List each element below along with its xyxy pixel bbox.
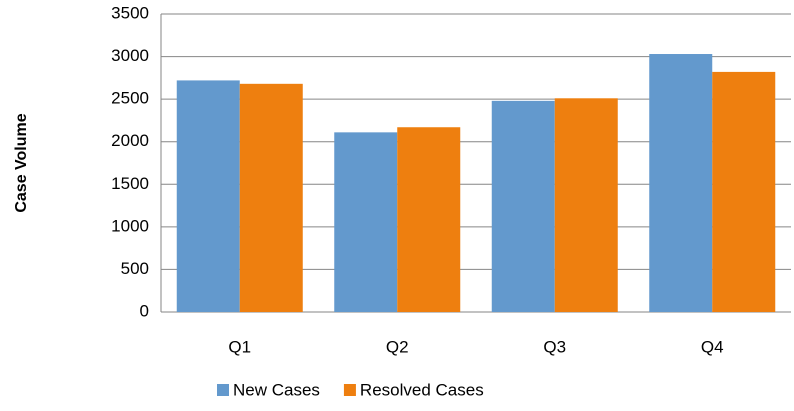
legend-label: New Cases <box>233 380 320 399</box>
y-axis-label: Case Volume <box>13 113 30 212</box>
bar <box>649 54 713 312</box>
x-tick-label: Q2 <box>386 337 409 356</box>
legend-label: Resolved Cases <box>360 380 484 399</box>
bar <box>491 100 555 313</box>
bar <box>176 80 240 312</box>
y-tick-label: 1500 <box>111 174 149 193</box>
y-tick-label: 3500 <box>111 3 149 22</box>
y-tick-label: 2000 <box>111 131 149 150</box>
bar <box>334 132 398 312</box>
legend-swatch <box>343 384 356 396</box>
bar <box>554 98 618 312</box>
y-tick-label: 500 <box>121 259 149 278</box>
x-tick-label: Q3 <box>543 337 566 356</box>
legend-swatch <box>217 384 229 396</box>
x-tick-label: Q4 <box>701 337 724 356</box>
y-tick-label: 2500 <box>111 89 149 108</box>
y-tick-label: 3000 <box>111 46 149 65</box>
bar <box>397 127 461 313</box>
bar <box>239 83 303 313</box>
bar <box>712 71 776 312</box>
y-tick-label: 0 <box>140 301 149 320</box>
y-tick-label: 1000 <box>111 216 149 235</box>
x-tick-label: Q1 <box>228 337 251 356</box>
